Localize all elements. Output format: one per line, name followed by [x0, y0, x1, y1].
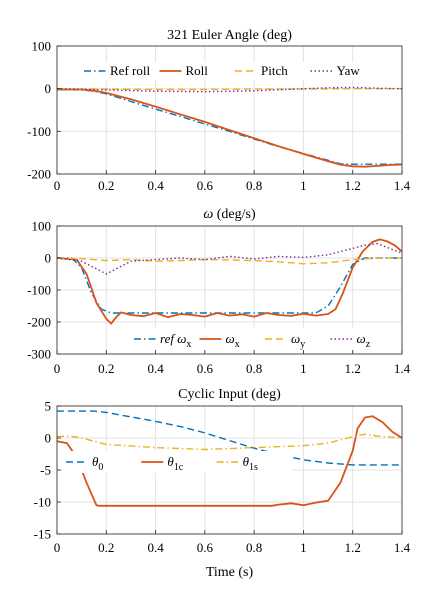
legend-label-3: θ1s	[243, 454, 258, 473]
series-line-3	[57, 88, 402, 91]
legend-label-1: Ref roll	[110, 63, 150, 78]
chart-title: Cyclic Input (deg)	[178, 387, 281, 402]
y-tick-label: -100	[27, 124, 51, 139]
legend: θ0 θ1c θ1s	[62, 451, 292, 473]
x-tick-label: 1	[300, 361, 307, 376]
x-tick-label: 0	[54, 361, 61, 376]
y-tick-label: 0	[45, 431, 52, 446]
legend-box	[80, 62, 386, 80]
y-tick-label: 5	[45, 399, 52, 414]
y-tick-label: -200	[27, 167, 51, 182]
x-tick-label: 0.6	[197, 540, 214, 555]
x-tick-label: 0	[54, 540, 61, 555]
axes-box	[56, 45, 403, 175]
chart-panel-1: 0 0.2 0.4 0.6 0.8 1 1.2 1.4 100 0 -100 -200 321 Eule…	[27, 28, 410, 193]
x-tick-label: 0.8	[246, 178, 262, 193]
x-tick-label: 0.2	[98, 178, 114, 193]
series-line-4	[57, 242, 402, 275]
y-tick-label: -200	[27, 315, 51, 330]
chart-panel-2: 0 0.2 0.4 0.6 0.8 1 1.2 1.4 100 0 -100 -200 -300 ω (d…	[27, 207, 410, 376]
x-tick-label: 0.6	[197, 178, 214, 193]
chart-title: ω (deg/s)	[203, 207, 256, 222]
y-tick-label: 100	[32, 219, 52, 234]
legend-label-4: ωz	[357, 331, 371, 350]
x-tick-label: 0	[54, 178, 61, 193]
x-tick-label: 1	[300, 540, 307, 555]
series-line-3	[57, 433, 402, 451]
y-tick-label: -15	[34, 527, 51, 542]
x-axis-label: Time (s)	[206, 565, 254, 580]
series-line-1	[57, 257, 402, 314]
y-tick-label: -100	[27, 283, 51, 298]
x-tick-label: 1.2	[345, 540, 361, 555]
x-tick-label: 0.4	[147, 361, 164, 376]
series-line-2	[57, 415, 402, 507]
legend-label-2: Roll	[186, 63, 209, 78]
x-tick-label: 0.2	[98, 361, 114, 376]
legend-label-1: ref ωx	[160, 331, 191, 350]
legend-label-2: ωx	[226, 331, 240, 350]
x-tick-label: 0.2	[98, 540, 114, 555]
y-tick-label: 0	[45, 251, 52, 266]
x-tick-label: 1.4	[394, 361, 411, 376]
y-tick-label: 100	[32, 39, 52, 54]
legend-label-4: Yaw	[337, 63, 361, 78]
x-tick-label: 0.6	[197, 361, 214, 376]
series-line-3	[57, 257, 402, 265]
legend-label-1: θ0	[92, 454, 103, 473]
legend-label-3: ωy	[291, 331, 305, 350]
legend: ref ωx ωx ωy ωz	[130, 328, 396, 350]
series-line-2	[57, 88, 402, 168]
y-tick-label: -10	[34, 495, 51, 510]
x-tick-label: 0.8	[246, 361, 262, 376]
legend: Ref roll Roll Pitch Yaw	[80, 62, 386, 80]
x-tick-label: 1.4	[394, 178, 411, 193]
y-tick-label: -300	[27, 347, 51, 362]
chart-panel-3: 0 0.2 0.4 0.6 0.8 1 1.2 1.4 5 0 -5 -10 -15 Cyclic Inp…	[34, 387, 411, 580]
legend-label-2: θ1c	[167, 454, 183, 473]
legend-label-3: Pitch	[261, 63, 288, 78]
y-tick-label: -5	[40, 463, 51, 478]
y-tick-label: 0	[45, 81, 52, 96]
x-tick-label: 1.4	[394, 540, 411, 555]
x-tick-label: 1	[300, 178, 307, 193]
legend-box	[62, 451, 292, 473]
x-tick-label: 1.2	[345, 178, 361, 193]
x-tick-label: 0.8	[246, 540, 262, 555]
x-tick-label: 1.2	[345, 361, 361, 376]
chart-title: 321 Euler Angle (deg)	[167, 28, 292, 43]
x-tick-label: 0.4	[147, 540, 164, 555]
series-line-4	[57, 86, 402, 93]
x-tick-label: 0.4	[147, 178, 164, 193]
legend-box	[130, 328, 396, 350]
